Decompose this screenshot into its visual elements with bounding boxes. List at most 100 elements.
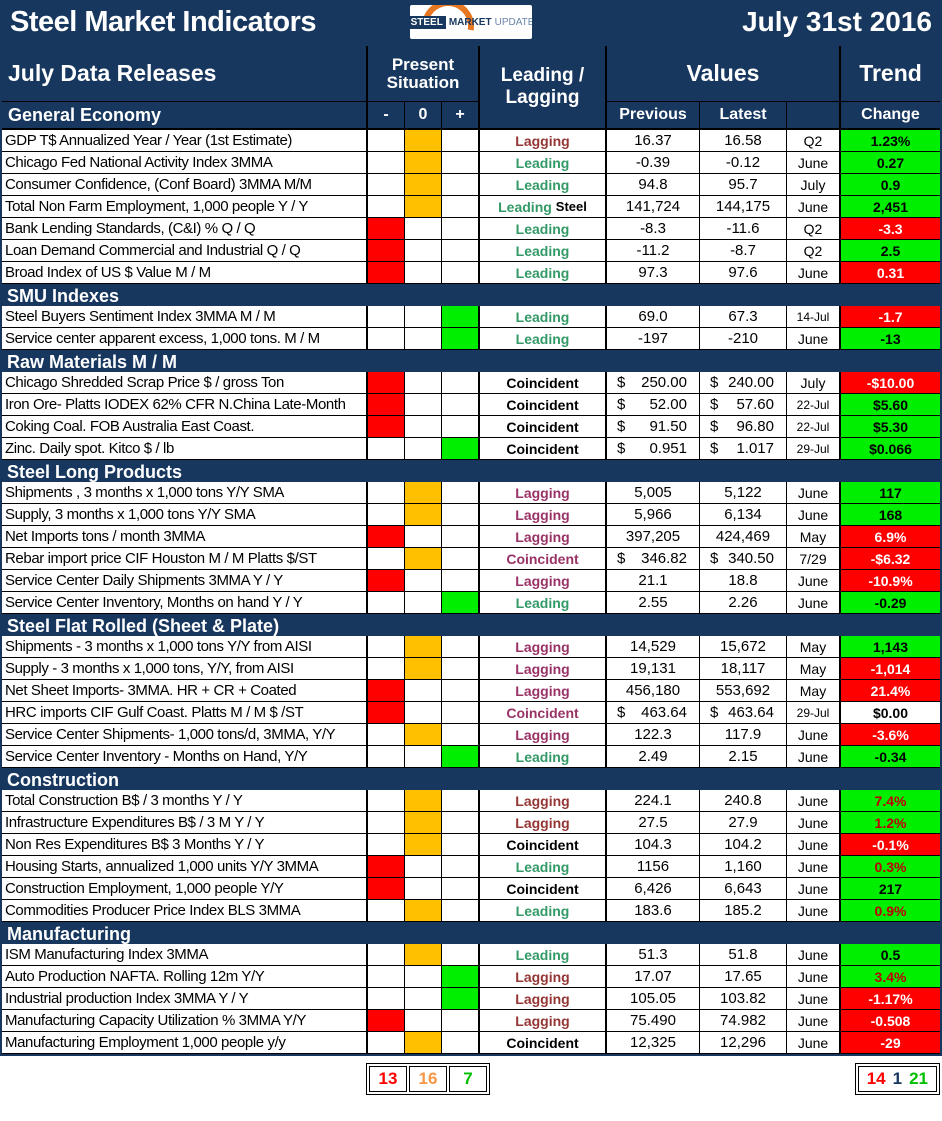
table-row: Net Imports tons / month 3MMA Lagging 397,… xyxy=(2,526,940,548)
indicator-label: Consumer Confidence, (Conf Board) 3MMA M… xyxy=(2,174,368,196)
leading-lagging-text: Lagging xyxy=(515,990,570,1007)
present-situation-plus-cell xyxy=(442,636,480,658)
present-situation-plus-cell xyxy=(442,328,480,350)
previous-value-cell: 75.490 xyxy=(607,1010,700,1032)
dollar-amount: 57.60 xyxy=(736,396,774,413)
table-row: HRC imports CIF Gulf Coast. Platts M / M… xyxy=(2,702,940,724)
leading-lagging-text: Coincident xyxy=(506,1034,579,1051)
indicator-label: Construction Employment, 1,000 people Y/… xyxy=(2,878,368,900)
leading-lagging-text: Leading xyxy=(515,154,570,171)
period-cell: June xyxy=(787,966,841,988)
present-situation-zero-cell xyxy=(405,790,442,812)
latest-value-cell: 6,134 xyxy=(700,504,787,526)
trend-count-negative: 14 xyxy=(866,1069,886,1088)
period-cell: June xyxy=(787,812,841,834)
present-situation-plus-cell xyxy=(442,504,480,526)
table-row: Manufacturing Capacity Utilization % 3MM… xyxy=(2,1010,940,1032)
present-situation-plus-cell xyxy=(442,1032,480,1054)
present-situation-zero-cell xyxy=(405,878,442,900)
period-cell: July xyxy=(787,372,841,394)
period-cell: June xyxy=(787,1010,841,1032)
present-situation-zero-cell xyxy=(405,746,442,768)
present-situation-plus-cell xyxy=(442,130,480,152)
leading-lagging-text: Coincident xyxy=(506,374,579,391)
present-situation-minus-cell xyxy=(368,658,405,680)
period-cell: Q2 xyxy=(787,130,841,152)
dollar-sign: $ xyxy=(710,418,719,435)
dollar-amount: 52.00 xyxy=(649,396,687,413)
present-situation-zero-cell xyxy=(405,504,442,526)
leading-lagging-cell: Leading xyxy=(480,174,607,196)
leading-lagging-cell: Lagging xyxy=(480,570,607,592)
dollar-sign: $ xyxy=(617,550,626,567)
present-situation-zero-cell xyxy=(405,548,442,570)
section-header-row: Construction xyxy=(2,768,940,794)
trend-change-cell: 0.31 xyxy=(841,262,940,284)
leading-lagging-text: Coincident xyxy=(506,396,579,413)
indicator-label: Steel Buyers Sentiment Index 3MMA M / M xyxy=(2,306,368,328)
table-row: Commodities Producer Price Index BLS 3MM… xyxy=(2,900,940,922)
trend-change-cell: -$10.00 xyxy=(841,372,940,394)
leading-lagging-text: Lagging xyxy=(515,572,570,589)
present-situation-zero-cell xyxy=(405,240,442,262)
trend-change-cell: 21.4% xyxy=(841,680,940,702)
previous-value-cell: 51.3 xyxy=(607,944,700,966)
table-row: Infrastructure Expenditures B$ / 3 M Y /… xyxy=(2,812,940,834)
indicator-label: Service center apparent excess, 1,000 to… xyxy=(2,328,368,350)
page-title: Steel Market Indicators xyxy=(10,5,317,38)
leading-lagging-cell: Leading xyxy=(480,218,607,240)
table-row: Rebar import price CIF Houston M / M Pla… xyxy=(2,548,940,570)
leading-lagging-cell: Leading xyxy=(480,856,607,878)
period-cell: June xyxy=(787,988,841,1010)
period-cell: June xyxy=(787,570,841,592)
table-row: Broad Index of US $ Value M / M Leading 97… xyxy=(2,262,940,284)
present-situation-plus-cell xyxy=(442,592,480,614)
present-situation-minus-cell xyxy=(368,900,405,922)
present-situation-zero-cell xyxy=(405,680,442,702)
previous-value-cell: 224.1 xyxy=(607,790,700,812)
indicator-label: Supply - 3 months x 1,000 tons, Y/Y, fro… xyxy=(2,658,368,680)
dollar-amount: 0.951 xyxy=(649,440,687,457)
table-row: Total Construction B$ / 3 months Y / Y La… xyxy=(2,790,940,812)
period-cell: June xyxy=(787,878,841,900)
leading-lagging-cell: Lagging xyxy=(480,680,607,702)
leading-lagging-text: Leading xyxy=(515,902,570,919)
leading-lagging-cell: Leading xyxy=(480,328,607,350)
count-positive: 7 xyxy=(449,1066,487,1092)
latest-value-cell: -0.12 xyxy=(700,152,787,174)
present-situation-plus-cell xyxy=(442,372,480,394)
table-row: Shipments , 3 months x 1,000 tons Y/Y SM… xyxy=(2,482,940,504)
dollar-amount: 346.82 xyxy=(641,550,687,567)
header-trend: Trend xyxy=(841,46,940,102)
latest-value-cell: $240.00 xyxy=(700,372,787,394)
period-cell: 22-Jul xyxy=(787,416,841,438)
trend-change-cell: 168 xyxy=(841,504,940,526)
indicator-label: Shipments , 3 months x 1,000 tons Y/Y SM… xyxy=(2,482,368,504)
previous-value-cell: 397,205 xyxy=(607,526,700,548)
leading-lagging-text: Leading xyxy=(498,198,552,215)
table-row: Coking Coal. FOB Australia East Coast. Co… xyxy=(2,416,940,438)
trend-change-cell: 217 xyxy=(841,878,940,900)
indicator-label: Rebar import price CIF Houston M / M Pla… xyxy=(2,548,368,570)
table-row: Bank Lending Standards, (C&I) % Q / Q Lea… xyxy=(2,218,940,240)
trend-change-cell: -13 xyxy=(841,328,940,350)
trend-change-cell: 0.5 xyxy=(841,944,940,966)
header-change: Change xyxy=(861,106,920,123)
latest-value-cell: 424,469 xyxy=(700,526,787,548)
period-cell: 29-Jul xyxy=(787,702,841,724)
indicator-label: Chicago Fed National Activity Index 3MMA xyxy=(2,152,368,174)
present-situation-plus-cell xyxy=(442,944,480,966)
present-situation-minus-cell xyxy=(368,548,405,570)
present-situation-minus-cell xyxy=(368,856,405,878)
leading-lagging-text: Leading xyxy=(515,858,570,875)
present-situation-zero-cell xyxy=(405,152,442,174)
leading-lagging-text: Coincident xyxy=(506,704,579,721)
leading-lagging-text: Lagging xyxy=(515,726,570,743)
period-cell: June xyxy=(787,152,841,174)
trend-change-cell: 1,143 xyxy=(841,636,940,658)
present-situation-minus-cell xyxy=(368,152,405,174)
leading-lagging-cell: Leading xyxy=(480,592,607,614)
leading-lagging-cell: Coincident xyxy=(480,438,607,460)
leading-lagging-cell: Lagging xyxy=(480,526,607,548)
